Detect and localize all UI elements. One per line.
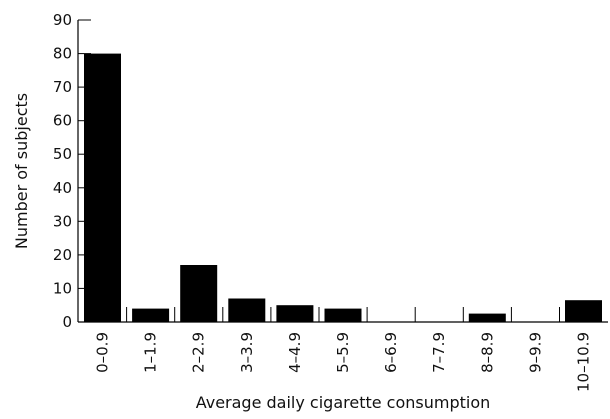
bar-4–4.9 xyxy=(276,305,314,322)
bar-10–10.9 xyxy=(565,300,602,322)
bar-1–1.9 xyxy=(132,308,170,322)
y-tick-label: 50 xyxy=(53,145,72,163)
y-tick-label: 0 xyxy=(62,313,72,331)
bar-3–3.9 xyxy=(228,298,266,322)
y-axis-ticks: 0 10 20 30 40 50 60 70 80 90 xyxy=(53,11,91,331)
x-tick-label: 10–10.9 xyxy=(575,332,593,392)
x-tick-label: 6–6.9 xyxy=(382,332,400,373)
axes xyxy=(77,20,608,323)
x-tick-label: 1–1.9 xyxy=(142,332,160,373)
x-tick-label: 5–5.9 xyxy=(334,332,352,373)
x-tick-label: 0–0.9 xyxy=(94,332,112,373)
y-tick-label: 80 xyxy=(53,45,72,63)
bar-5–5.9 xyxy=(324,308,362,322)
x-axis-title: Average daily cigarette consumption xyxy=(196,393,491,412)
y-tick-label: 10 xyxy=(53,279,72,297)
x-tick-label: 4–4.9 xyxy=(286,332,304,373)
y-axis-title: Number of subjects xyxy=(12,93,31,249)
y-tick-label: 40 xyxy=(53,179,72,197)
y-tick-label: 30 xyxy=(53,212,72,230)
y-tick-label: 70 xyxy=(53,78,72,96)
y-tick-label: 90 xyxy=(53,11,72,29)
x-tick-label: 7–7.9 xyxy=(430,332,448,373)
x-tick-label: 3–3.9 xyxy=(238,332,256,373)
x-tick-label: 2–2.9 xyxy=(190,332,208,373)
y-tick-label: 60 xyxy=(53,112,72,130)
x-tick-label: 9–9.9 xyxy=(526,332,544,373)
x-axis-ticks: 0–0.9 1–1.9 2–2.9 3–3.9 4–4.9 5–5.9 6–6.9 7–7.9… xyxy=(94,307,593,392)
x-tick-label: 8–8.9 xyxy=(478,332,496,373)
bar-2–2.9 xyxy=(180,265,218,322)
bars xyxy=(84,53,602,322)
bar-8–8.9 xyxy=(468,313,506,322)
y-tick-label: 20 xyxy=(53,246,72,264)
